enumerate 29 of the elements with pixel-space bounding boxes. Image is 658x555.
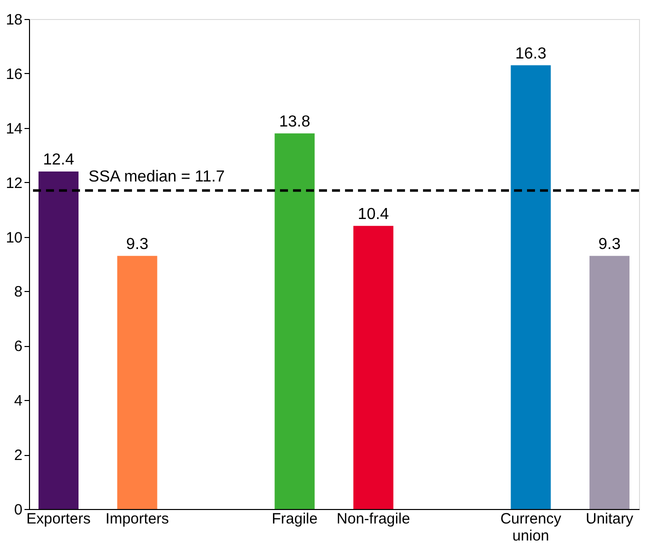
data-label: 9.3 [126, 236, 148, 253]
x-tick-label: Unitary [586, 510, 634, 528]
x-tick-label: Exporters [26, 510, 91, 528]
bar [510, 65, 551, 509]
y-tick-label: 14 [6, 120, 22, 138]
bar [274, 133, 315, 509]
y-tick-label: 4 [14, 392, 22, 410]
y-tick-label: 18 [6, 12, 22, 28]
bar [117, 256, 158, 509]
ref-line-label: SSA median = 11.7 [88, 168, 225, 186]
bar [589, 256, 630, 509]
data-label: 12.4 [42, 151, 74, 168]
x-tick-label: Importers [106, 510, 169, 528]
data-label: 16.3 [515, 45, 546, 62]
x-tick-label: Currency union [500, 510, 562, 544]
y-tick-label: 2 [14, 447, 22, 464]
y-tick-label: 16 [6, 66, 22, 83]
y-tick-label: 8 [14, 284, 22, 301]
y-tick-label: 10 [6, 229, 22, 246]
data-label: 9.3 [598, 236, 621, 253]
data-label: 10.4 [358, 206, 390, 223]
y-tick-label: 12 [6, 174, 22, 192]
y-tick-label: 6 [14, 338, 22, 356]
bar [38, 171, 79, 509]
x-tick-label: Fragile [272, 510, 318, 528]
bar [353, 226, 394, 509]
x-tick-label: Non-fragile [336, 510, 410, 528]
y-tick-label: 0 [14, 502, 22, 518]
data-label: 13.8 [279, 113, 310, 130]
